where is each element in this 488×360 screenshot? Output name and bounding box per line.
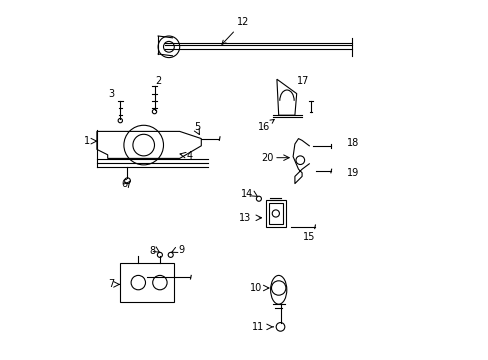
Text: 3: 3 (108, 89, 114, 99)
Text: 6: 6 (121, 179, 127, 189)
Text: 14: 14 (241, 189, 253, 199)
Text: 12: 12 (222, 17, 248, 44)
Text: 5: 5 (194, 122, 200, 132)
Text: 4: 4 (186, 151, 193, 161)
Text: 8: 8 (149, 246, 155, 256)
Text: 18: 18 (346, 138, 359, 148)
Polygon shape (97, 131, 201, 158)
Text: 15: 15 (303, 232, 315, 242)
Text: 17: 17 (296, 76, 308, 86)
Text: 10: 10 (249, 283, 261, 293)
Bar (120, 263, 174, 302)
Text: 2: 2 (155, 76, 162, 86)
Text: 9: 9 (178, 245, 183, 255)
Polygon shape (276, 79, 296, 115)
Bar (268, 203, 282, 224)
Bar (265, 200, 285, 227)
Text: 13: 13 (238, 213, 250, 223)
Text: 20: 20 (261, 153, 274, 163)
Text: 1: 1 (84, 136, 90, 146)
Text: 11: 11 (251, 322, 264, 332)
Text: 16: 16 (258, 120, 274, 132)
Text: 19: 19 (346, 168, 359, 178)
Text: 7: 7 (108, 279, 114, 289)
